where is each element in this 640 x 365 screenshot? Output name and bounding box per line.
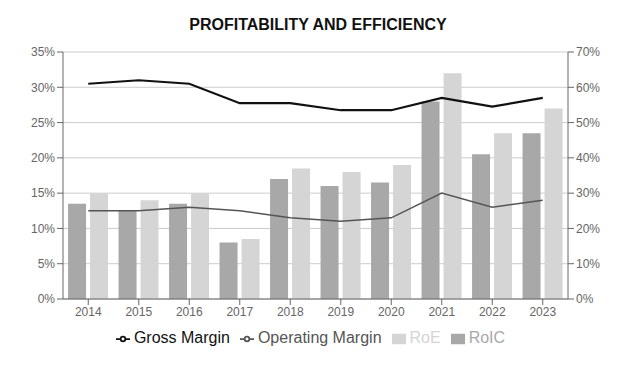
svg-text:50%: 50%: [576, 116, 600, 130]
svg-text:35%: 35%: [31, 45, 55, 59]
html-text:Operating Margin: Operating Margin: [257, 329, 382, 346]
html-text:RoIC: RoIC: [468, 329, 506, 346]
svg-text:15%: 15%: [31, 186, 55, 200]
svg-text:2017: 2017: [226, 305, 253, 319]
svg-text:40%: 40%: [576, 151, 600, 165]
svg-text:60%: 60%: [576, 81, 600, 95]
html-text:RoE: RoE: [409, 329, 441, 346]
svg-text:0%: 0%: [576, 292, 594, 306]
svg-text:70%: 70%: [576, 45, 600, 59]
svg-text:20%: 20%: [576, 222, 600, 236]
svg-text:25%: 25%: [31, 116, 55, 130]
svg-text:2019: 2019: [327, 305, 354, 319]
svg-text:0%: 0%: [38, 292, 56, 306]
svg-text:2016: 2016: [176, 305, 203, 319]
svg-text:2023: 2023: [529, 305, 556, 319]
svg-text:5%: 5%: [38, 257, 56, 271]
svg-text:2020: 2020: [378, 305, 405, 319]
svg-text:2018: 2018: [277, 305, 304, 319]
svg-text:10%: 10%: [576, 257, 600, 271]
svg-text:2014: 2014: [75, 305, 102, 319]
svg-text:20%: 20%: [31, 151, 55, 165]
svg-text:30%: 30%: [576, 186, 600, 200]
svg-text:2021: 2021: [428, 305, 455, 319]
html-text:PROFITABILITY AND EFFICIENCY: PROFITABILITY AND EFFICIENCY: [189, 16, 447, 33]
svg-text:2015: 2015: [125, 305, 152, 319]
svg-text:30%: 30%: [31, 81, 55, 95]
svg-text:10%: 10%: [31, 222, 55, 236]
html-text:Gross Margin: Gross Margin: [133, 329, 230, 346]
svg-text:2022: 2022: [479, 305, 506, 319]
